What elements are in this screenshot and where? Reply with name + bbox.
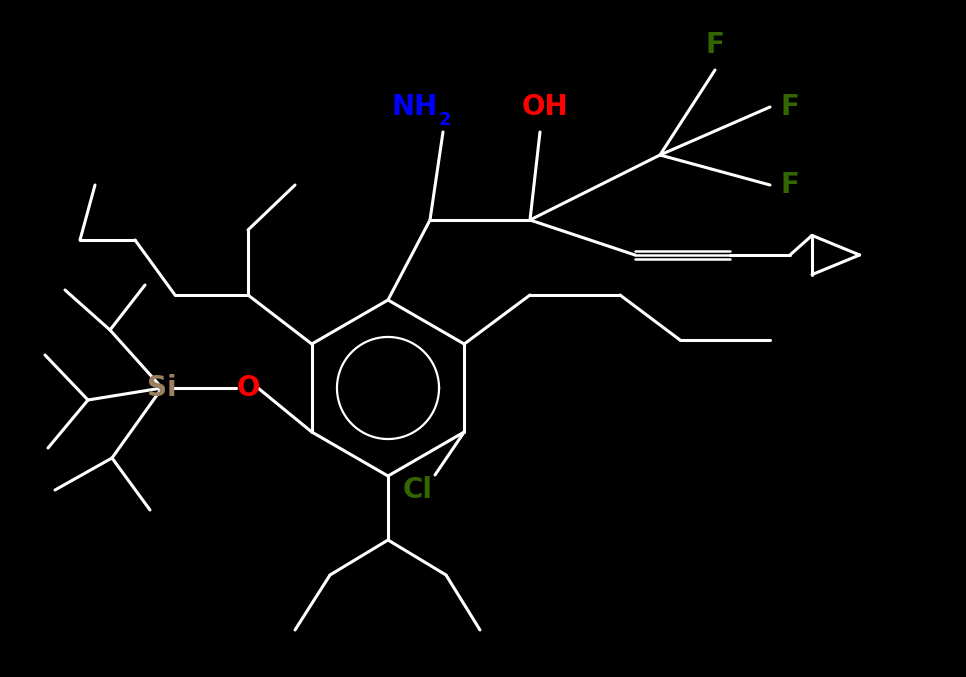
Text: F: F (781, 93, 800, 121)
Text: NH: NH (392, 93, 439, 121)
Text: F: F (781, 171, 800, 199)
Text: Cl: Cl (403, 476, 433, 504)
Text: O: O (237, 374, 260, 402)
Text: 2: 2 (439, 111, 451, 129)
Text: F: F (705, 31, 724, 59)
Text: Si: Si (147, 374, 177, 402)
Text: OH: OH (522, 93, 568, 121)
